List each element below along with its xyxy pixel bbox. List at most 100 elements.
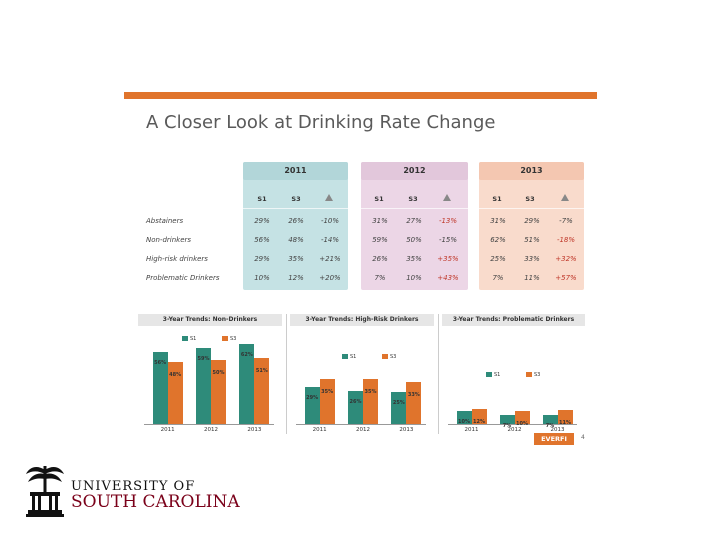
- bar-s1-2012: [196, 348, 211, 424]
- bar-data-label: 51%: [255, 368, 268, 375]
- bar-data-label: 35%: [364, 389, 377, 395]
- bar-s3-2012: [211, 359, 226, 424]
- legend-swatch: [182, 336, 188, 341]
- table-cell: 59%: [372, 236, 388, 244]
- bar-s3-2011: [167, 362, 183, 424]
- table-cell: 51%: [524, 236, 540, 244]
- row-label: Problematic Drinkers: [146, 274, 220, 282]
- legend-label: S1: [350, 354, 357, 360]
- bar-data-label: 59%: [197, 356, 210, 363]
- legend-item: S3: [526, 372, 540, 378]
- row-label: Non-drinkers: [146, 236, 192, 244]
- bar-s3-2011: [471, 408, 487, 424]
- legend-swatch: [526, 372, 532, 377]
- bar-data-label: 56%: [154, 360, 167, 366]
- table-cell: 31%: [372, 217, 388, 225]
- legend-item: S3: [382, 354, 396, 360]
- col-s3-2012: S3: [408, 195, 418, 203]
- table-cell: 26%: [372, 255, 388, 263]
- table-cell: 29%: [254, 255, 270, 263]
- x-tick-label: 2011: [312, 427, 327, 433]
- bar-data-label: 12%: [473, 418, 485, 425]
- legend-item: S1: [342, 354, 356, 360]
- bar-data-label: 33%: [407, 391, 420, 398]
- table-cell: -14%: [320, 236, 340, 244]
- legend-label: S1: [494, 372, 501, 378]
- table-cell: 35%: [406, 255, 422, 263]
- bar-data-label: 7%: [502, 423, 512, 429]
- change-triangle-icon: [561, 194, 569, 201]
- bar-data-label: 7%: [545, 423, 555, 429]
- table-cell: +57%: [555, 274, 577, 282]
- table-cell: +32%: [555, 255, 577, 263]
- year-label-2013: 2013: [520, 166, 543, 175]
- x-tick-label: 2012: [507, 427, 522, 433]
- table-cell: -15%: [438, 236, 458, 244]
- bar-data-label: 10%: [516, 421, 528, 428]
- bar-data-label: 50%: [212, 369, 225, 376]
- legend-swatch: [342, 354, 348, 359]
- chart-baseline: [144, 424, 274, 425]
- table-cell: 62%: [490, 236, 506, 244]
- x-tick-label: 2012: [204, 427, 218, 433]
- x-tick-label: 2013: [550, 427, 565, 433]
- table-cell: 31%: [490, 217, 506, 225]
- table-cell: 12%: [288, 274, 304, 282]
- year-2013-box: [479, 162, 584, 290]
- row-divider: [243, 208, 584, 209]
- year-2012-box: [361, 162, 468, 290]
- table-cell: +43%: [437, 274, 459, 282]
- table-cell: 11%: [524, 274, 540, 282]
- bar-data-label: 10%: [458, 419, 470, 426]
- bar-s1-2013: [239, 344, 255, 424]
- table-cell: 7%: [374, 274, 386, 282]
- bar-data-label: 62%: [240, 352, 253, 359]
- title-accent-bar: [124, 92, 597, 99]
- year-2011-box: [243, 162, 348, 290]
- x-tick-label: 2011: [160, 427, 175, 433]
- bar-s1-2013: [542, 415, 558, 424]
- table-cell: -13%: [438, 217, 458, 225]
- year-2012-header: [361, 162, 468, 180]
- chart-title: 3-Year Trends: High-Risk Drinkers: [290, 314, 434, 326]
- year-label-2011: 2011: [284, 166, 307, 175]
- bar-s3-2012: [363, 379, 378, 424]
- legend-swatch: [486, 372, 492, 377]
- bar-s1-2011: [456, 411, 472, 424]
- university-label-top: UNIVERSITY OF: [71, 479, 196, 494]
- bar-data-label: 11%: [559, 419, 571, 426]
- palmetto-seal-icon: [24, 462, 66, 520]
- chart-title: 3-Year Trends: Problematic Drinkers: [442, 314, 585, 326]
- change-triangle-icon: [443, 194, 451, 201]
- row-label: High-risk drinkers: [146, 255, 208, 263]
- legend-swatch: [382, 354, 388, 359]
- legend-label: S3: [230, 336, 237, 342]
- bar-data-label: 48%: [169, 372, 182, 379]
- table-cell: 7%: [492, 274, 504, 282]
- legend-item: S1: [486, 372, 500, 378]
- table-cell: 26%: [288, 217, 304, 225]
- slide-title: A Closer Look at Drinking Rate Change: [146, 112, 496, 133]
- table-cell: +21%: [319, 255, 341, 263]
- legend-label: S3: [390, 354, 397, 360]
- x-tick-label: 2013: [399, 427, 414, 433]
- bar-s1-2011: [304, 386, 320, 424]
- chart-title: 3-Year Trends: Non-Drinkers: [138, 314, 282, 326]
- bar-s3-2013: [406, 381, 422, 424]
- university-label-bottom: SOUTH CAROLINA: [71, 492, 240, 512]
- col-s1-2013: S1: [492, 195, 502, 203]
- bar-data-label: 26%: [349, 398, 362, 405]
- legend-item: S1: [182, 336, 196, 342]
- col-s3-2013: S3: [525, 195, 535, 203]
- bar-s1-2011: [152, 352, 168, 424]
- table-cell: +20%: [319, 274, 341, 282]
- table-cell: 27%: [406, 217, 422, 225]
- x-tick-label: 2012: [356, 427, 370, 433]
- table-cell: +35%: [437, 255, 459, 263]
- bar-s1-2012: [348, 390, 363, 424]
- row-label: Abstainers: [146, 217, 184, 225]
- col-s3-2011: S3: [291, 195, 301, 203]
- x-tick-label: 2013: [247, 427, 262, 433]
- year-2013-header: [479, 162, 584, 180]
- chart-baseline: [296, 424, 426, 425]
